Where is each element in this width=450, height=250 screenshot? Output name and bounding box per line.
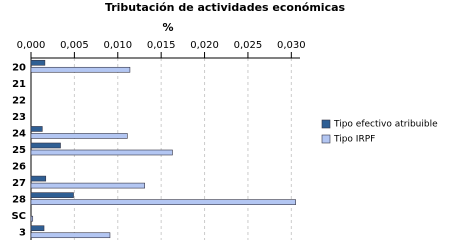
x-tick-label: 0,005 (60, 40, 89, 51)
bar (30, 215, 34, 222)
x-tick-label: 0,030 (277, 40, 306, 51)
bar (30, 126, 43, 132)
legend-swatch (321, 134, 331, 144)
y-tick-label: 22 (12, 95, 26, 106)
y-tick-label: 20 (12, 62, 26, 73)
legend-label: Tipo efectivo atribuible (333, 120, 438, 130)
axis-label: % (162, 21, 173, 34)
bar (30, 225, 45, 232)
chart-title: Tributación de actividades económicas (105, 1, 346, 14)
y-tick-label: 23 (12, 112, 26, 123)
bar (30, 175, 47, 182)
y-tick-label: 28 (12, 195, 26, 206)
bar (30, 199, 296, 205)
bar (30, 192, 74, 198)
y-tick-label: 27 (12, 178, 26, 189)
bar (30, 182, 145, 189)
y-tick-label: 25 (12, 145, 26, 156)
bar (30, 232, 111, 239)
bar (30, 142, 61, 149)
bar (30, 66, 131, 73)
x-tick-label: 0,025 (234, 40, 263, 51)
y-tick-label: 24 (12, 128, 26, 139)
bar (30, 149, 173, 156)
y-tick-label: SC (11, 211, 26, 222)
y-tick-label: 21 (12, 79, 26, 90)
x-tick-label: 0,000 (17, 40, 46, 51)
x-tick-label: 0,010 (103, 40, 132, 51)
legend-label: Tipo IRPF (333, 135, 375, 145)
x-tick-label: 0,015 (147, 40, 176, 51)
bar (30, 59, 46, 66)
y-tick-label: 3 (19, 228, 26, 239)
legend-swatch (321, 119, 331, 129)
y-tick-label: 26 (12, 162, 26, 173)
x-tick-label: 0,020 (190, 40, 219, 51)
bar (30, 133, 128, 139)
